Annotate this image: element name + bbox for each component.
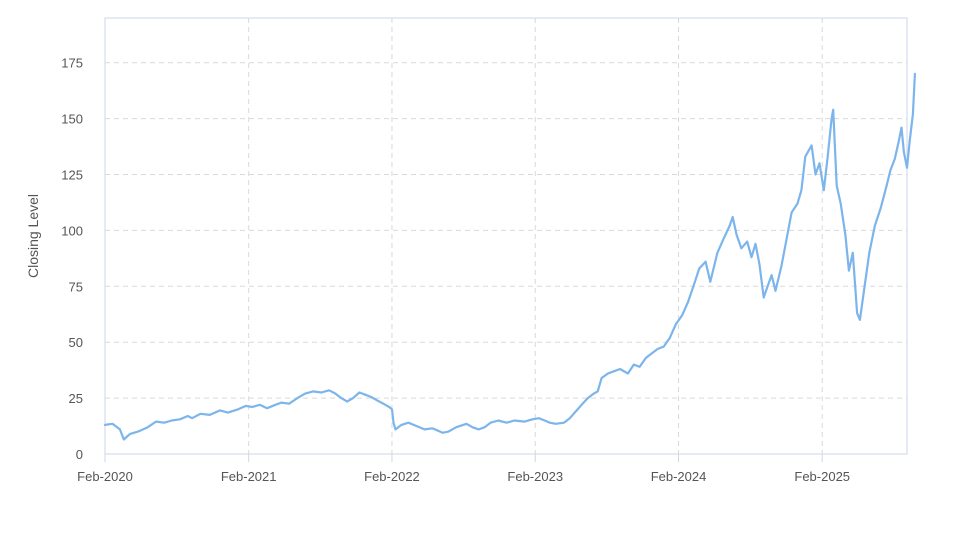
- x-tick-label: Feb-2024: [651, 469, 707, 484]
- grid-lines: [105, 18, 907, 454]
- y-tick-label: 25: [69, 391, 83, 406]
- x-tick-label: Feb-2021: [221, 469, 277, 484]
- plot-frame: [104, 17, 908, 455]
- x-tick-label: Feb-2023: [507, 469, 563, 484]
- y-tick-label: 50: [69, 335, 83, 350]
- x-axis-ticks: Feb-2020 Feb-2021 Feb-2022 Feb-2023 Feb-2024…: [77, 454, 850, 484]
- x-tick-label: Feb-2025: [794, 469, 850, 484]
- y-tick-label: 75: [69, 279, 83, 294]
- y-tick-label: 175: [61, 56, 83, 71]
- y-tick-label: 150: [61, 112, 83, 127]
- series-layer: [103, 72, 916, 441]
- y-axis-title: Closing Level: [25, 194, 41, 278]
- y-axis-ticks: 0 25 50 75 100 125 150 175: [61, 56, 83, 462]
- y-tick-label: 100: [61, 223, 83, 238]
- x-tick-label: Feb-2020: [77, 469, 133, 484]
- series-line: [103, 72, 916, 441]
- y-tick-label: 0: [76, 447, 83, 462]
- y-tick-label: 125: [61, 168, 83, 183]
- x-tick-label: Feb-2022: [364, 469, 420, 484]
